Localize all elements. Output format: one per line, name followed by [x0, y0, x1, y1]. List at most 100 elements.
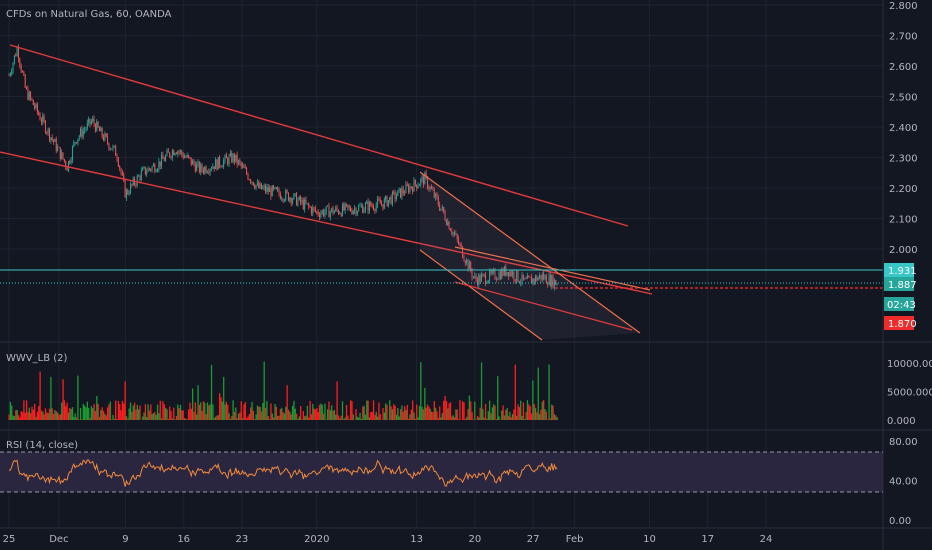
volume-bar: [282, 412, 284, 420]
volume-bar: [371, 411, 373, 420]
candle-body: [385, 196, 387, 200]
channel-upper[interactable]: [419, 171, 641, 334]
wedge-lower[interactable]: [454, 281, 633, 331]
volume-bar: [209, 404, 211, 420]
volume-bar: [62, 379, 64, 420]
time-tick-label: 10: [643, 534, 656, 545]
volume-bar: [541, 401, 543, 420]
candle-body: [76, 142, 77, 144]
volume-bar: [331, 405, 333, 420]
volume-bar: [151, 413, 153, 420]
volume-bar: [52, 414, 55, 420]
volume-bar: [179, 404, 182, 420]
volume-bar: [246, 418, 248, 420]
candle-body: [302, 200, 304, 210]
volume-bar: [534, 407, 537, 420]
rsi-tick-label: 0.00: [889, 516, 911, 527]
volume-bar: [548, 364, 550, 420]
candle-body: [139, 175, 141, 180]
volume-bar: [11, 405, 13, 420]
volume-bar: [23, 400, 25, 420]
candle-body: [422, 176, 424, 185]
wedge-upper[interactable]: [454, 246, 651, 291]
price-tags: 1.931 1.887 02:43 1.870: [884, 263, 917, 330]
volume-bar: [351, 401, 353, 420]
volume-bar: [433, 401, 435, 420]
volume-bar: [27, 412, 29, 420]
candle-body: [356, 211, 358, 215]
volume-bar: [530, 413, 533, 420]
volume-bar: [116, 419, 118, 420]
volume-bar: [124, 381, 126, 420]
candle-body: [378, 199, 380, 201]
candle-body: [308, 203, 310, 207]
volume-bar: [150, 404, 152, 420]
candle-body: [445, 220, 447, 225]
volume-axis[interactable]: 10000.000 5000.000 0.000: [887, 359, 932, 427]
candle-body: [360, 205, 362, 207]
volume-bar: [175, 415, 178, 420]
volume-bar: [136, 404, 138, 420]
volume-bar: [462, 401, 464, 420]
volume-bar: [394, 405, 396, 420]
candle-body: [82, 130, 84, 137]
candle-body: [340, 213, 342, 216]
volume-bar: [274, 403, 276, 420]
volume-bar: [444, 395, 446, 420]
volume-bar: [232, 400, 234, 420]
volume-bar: [379, 414, 381, 420]
volume-bar: [472, 419, 475, 420]
price-axis[interactable]: 2.800 2.700 2.600 2.500 2.400 2.300 2.200 2.100…: [889, 1, 918, 256]
candle-body: [387, 200, 389, 207]
candle-body: [107, 136, 109, 144]
candle-body: [119, 165, 121, 169]
candle-body: [162, 154, 164, 159]
candle-body: [466, 259, 468, 264]
candle-body: [35, 103, 37, 108]
candle-body: [8, 75, 10, 76]
candle-body: [130, 184, 131, 194]
candle-body: [414, 179, 416, 185]
volume-bar: [260, 411, 263, 420]
volume-bar: [328, 401, 330, 420]
candle-body: [204, 166, 206, 173]
volume-bar: [320, 403, 322, 420]
volume-bar: [382, 408, 384, 420]
channel-fill: [420, 172, 640, 340]
volume-bar: [85, 407, 87, 420]
volume-bar: [117, 400, 120, 420]
volume-bar: [57, 412, 59, 420]
candle-body: [370, 201, 372, 207]
volume-bar: [177, 404, 179, 420]
channel-lower[interactable]: [419, 249, 543, 341]
volume-bar: [367, 400, 369, 420]
volume-bar: [525, 412, 527, 420]
volume-bar: [213, 418, 215, 420]
volume-bar: [217, 415, 219, 420]
candle-body: [22, 71, 23, 73]
time-axis[interactable]: 25 Dec 9 16 23 2020 13 20 27 Feb 10 17 24: [3, 534, 773, 545]
candle-body: [394, 191, 396, 200]
candle-body: [501, 269, 503, 279]
candle-body: [424, 173, 426, 185]
volume-bar: [385, 403, 387, 420]
candle-body: [329, 211, 331, 218]
candle-body: [53, 139, 55, 142]
candle-body: [478, 275, 480, 285]
volume-bar: [193, 411, 195, 420]
volume-bar: [233, 411, 236, 420]
candle-body: [188, 155, 190, 157]
volume-bar: [73, 416, 75, 420]
rsi-axis[interactable]: 80.00 40.00 0.00: [889, 437, 918, 527]
volume-bar: [498, 416, 500, 420]
volume-bar: [300, 406, 302, 420]
candle-body: [171, 150, 173, 158]
rsi-tick-label: 80.00: [889, 437, 918, 448]
time-tick-label: 9: [122, 534, 128, 545]
volume-bar: [556, 417, 558, 420]
candle-body: [85, 128, 87, 130]
candle-body: [420, 178, 422, 185]
upper-trendline[interactable]: [9, 44, 629, 227]
candle-body: [279, 193, 281, 199]
